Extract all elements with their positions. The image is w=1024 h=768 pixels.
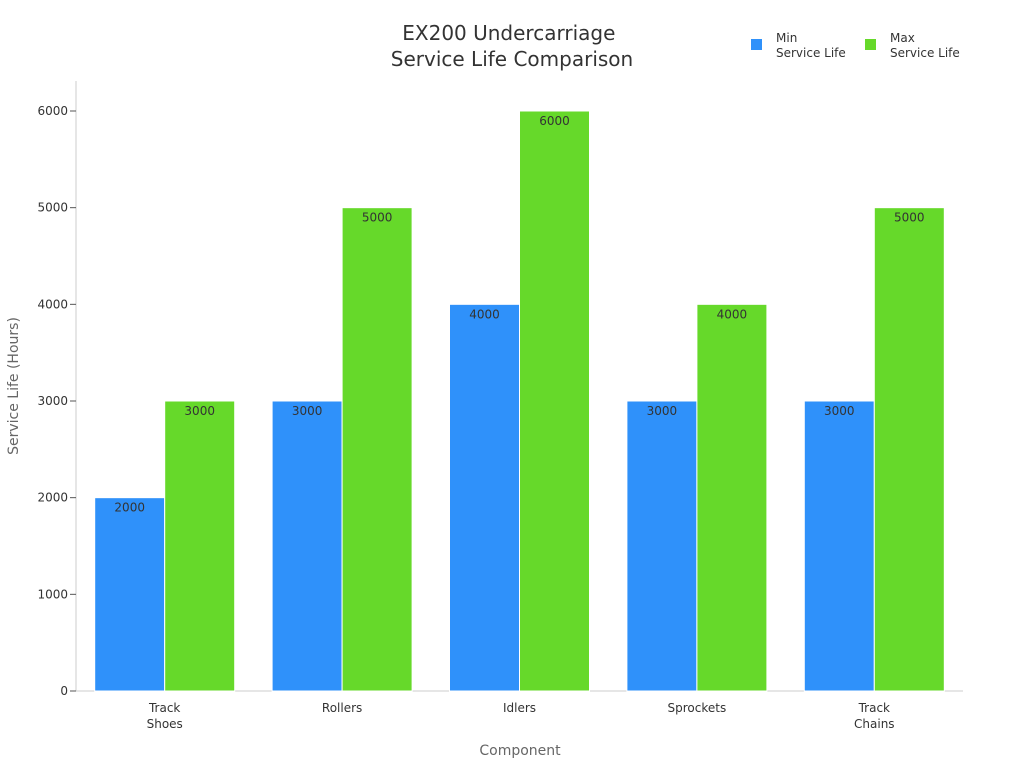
bar-min-3 xyxy=(626,400,698,692)
bar-max-3 xyxy=(696,303,768,692)
bar-max-2 xyxy=(519,110,590,692)
legend-label-line: Max xyxy=(890,31,915,45)
chart-title-line-1: EX200 Undercarriage xyxy=(402,21,615,45)
bar-min-2 xyxy=(449,303,520,692)
x-tick-label-line: Track xyxy=(858,701,890,715)
data-label-max-1: 5000 xyxy=(362,211,393,225)
data-label-max-2: 6000 xyxy=(539,114,570,128)
bars xyxy=(94,110,945,692)
x-tick-label: Track Chains xyxy=(854,701,895,731)
bar-min-4 xyxy=(803,400,875,692)
data-labels: 2000 3000 3000 5000 4000 6000 3000 4000 3000 5000 xyxy=(114,114,924,515)
bar-max-4 xyxy=(873,207,945,692)
x-tick-label-line: Idlers xyxy=(503,701,536,715)
bar-max-1 xyxy=(341,207,413,692)
data-label-max-0: 3000 xyxy=(184,404,215,418)
legend-label-line: Service Life xyxy=(890,46,960,60)
y-tick-label: 4000 xyxy=(37,297,68,311)
y-tick-label: 1000 xyxy=(37,587,68,601)
x-tick-label: Track Shoes xyxy=(147,701,183,731)
x-tick-label: Sprockets xyxy=(668,701,727,715)
bar-min-1 xyxy=(271,400,343,692)
y-tick-label: 5000 xyxy=(37,201,68,215)
bar-max-0 xyxy=(164,400,236,692)
x-axis-label: Component xyxy=(479,743,561,759)
chart-title: EX200 Undercarriage Service Life Compari… xyxy=(391,21,633,71)
data-label-min-3: 3000 xyxy=(647,404,678,418)
y-tick-label: 6000 xyxy=(37,104,68,118)
y-tick-label: 0 xyxy=(60,684,68,698)
data-label-max-3: 4000 xyxy=(717,307,748,321)
axes: 0 1000 2000 3000 4000 5000 6000 Track Shoes Rolle… xyxy=(37,81,963,731)
legend-swatch-min xyxy=(751,39,762,50)
legend-label-min: Min Service Life xyxy=(776,31,846,60)
data-label-max-4: 5000 xyxy=(894,211,925,225)
x-tick-label-line: Chains xyxy=(854,717,895,731)
x-tick-label: Rollers xyxy=(322,701,362,715)
legend-label-line: Min xyxy=(776,31,797,45)
legend-swatch-max xyxy=(865,39,876,50)
chart-title-line-2: Service Life Comparison xyxy=(391,47,633,71)
data-label-min-0: 2000 xyxy=(114,501,145,515)
data-label-min-2: 4000 xyxy=(469,307,500,321)
y-tick-label: 2000 xyxy=(37,491,68,505)
x-tick-label: Idlers xyxy=(503,701,536,715)
y-axis-label: Service Life (Hours) xyxy=(6,317,22,455)
bar-min-0 xyxy=(94,497,166,692)
x-tick-label-line: Shoes xyxy=(147,717,183,731)
x-tick-label-line: Rollers xyxy=(322,701,362,715)
legend-label-max: Max Service Life xyxy=(890,31,960,60)
legend-label-line: Service Life xyxy=(776,46,846,60)
data-label-min-1: 3000 xyxy=(292,404,323,418)
data-label-min-4: 3000 xyxy=(824,404,855,418)
x-tick-label-line: Sprockets xyxy=(668,701,727,715)
y-tick-label: 3000 xyxy=(37,394,68,408)
x-tick-label-line: Track xyxy=(148,701,180,715)
